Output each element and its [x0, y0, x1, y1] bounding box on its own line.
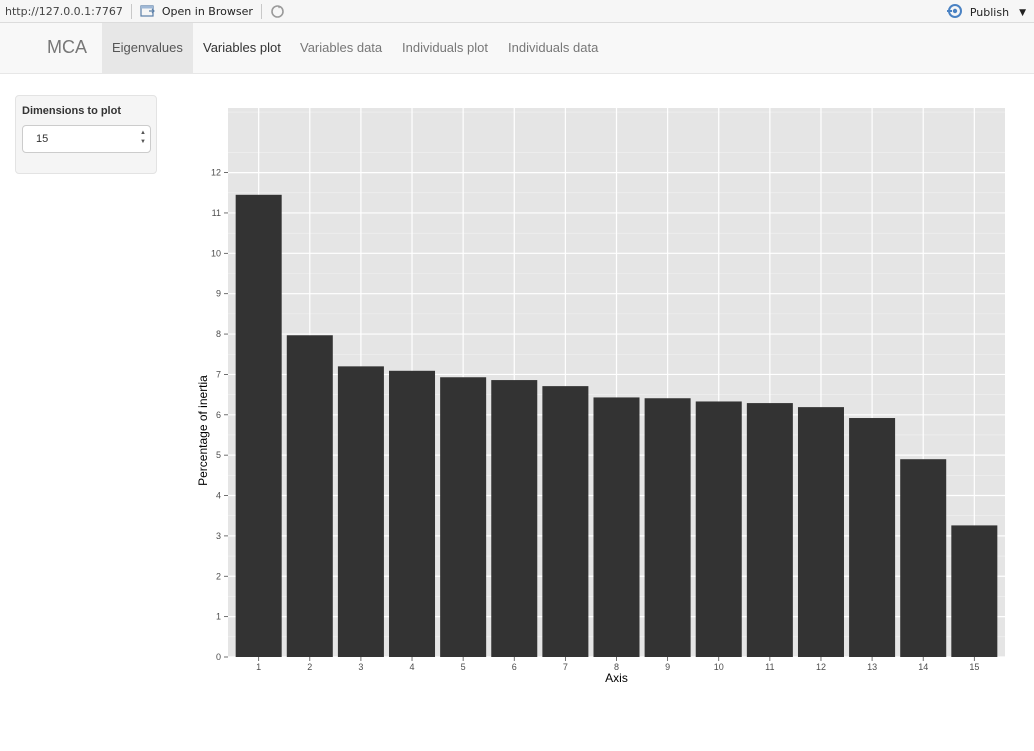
refresh-button[interactable] [270, 4, 285, 19]
y-tick-label: 6 [216, 410, 221, 420]
tab-variables-plot[interactable]: Variables plot [203, 40, 281, 55]
bar [951, 525, 998, 657]
x-tick-label: 13 [867, 662, 877, 672]
y-axis-title: Percentage of inertia [196, 375, 210, 486]
bar [695, 401, 742, 657]
y-tick-label: 5 [216, 450, 221, 460]
chevron-down-icon[interactable]: ▼ [1019, 7, 1026, 18]
dimensions-input-value: 15 [36, 133, 49, 145]
open-in-browser-button[interactable]: Open in Browser [140, 4, 253, 18]
x-tick-label: 1 [256, 662, 261, 672]
bar [491, 380, 538, 657]
open-in-browser-icon [140, 4, 156, 18]
x-tick-label: 7 [563, 662, 568, 672]
dimensions-input[interactable]: 15 ▲ ▼ [22, 125, 151, 153]
x-tick-label: 6 [512, 662, 517, 672]
y-tick-label: 8 [216, 329, 221, 339]
bar [849, 418, 896, 657]
x-tick-label: 4 [410, 662, 415, 672]
bar [286, 335, 333, 657]
stepper-arrows-icon[interactable]: ▲ ▼ [140, 130, 146, 145]
dimensions-label: Dimensions to plot [22, 105, 121, 117]
sidebar-panel: Dimensions to plot 15 ▲ ▼ [15, 95, 157, 174]
publish-icon [946, 3, 964, 22]
bar [746, 403, 793, 657]
tab-individuals-plot[interactable]: Individuals plot [402, 40, 488, 55]
tab-variables-data[interactable]: Variables data [300, 40, 383, 55]
y-tick-label: 2 [216, 571, 221, 581]
x-tick-label: 15 [969, 662, 979, 672]
x-tick-label: 10 [714, 662, 724, 672]
bar [389, 370, 436, 657]
bar [644, 398, 691, 657]
bars [235, 194, 998, 657]
bar [900, 459, 947, 657]
publish-button[interactable]: Publish ▼ [946, 3, 1026, 22]
y-tick-label: 3 [216, 531, 221, 541]
x-tick-label: 2 [307, 662, 312, 672]
viewer-toolbar: http://127.0.0.1:7767 Open in Browser Pu… [0, 0, 1034, 23]
x-axis: 1 2 3 4 5 6 7 8 9 10 11 12 13 14 15 [256, 657, 979, 672]
bar [440, 377, 487, 657]
app-brand: MCA [47, 37, 87, 57]
refresh-icon [270, 4, 285, 19]
publish-label: Publish [969, 6, 1010, 19]
x-tick-label: 8 [614, 662, 619, 672]
bar [235, 194, 282, 657]
y-tick-label: 11 [212, 208, 221, 218]
navbar: MCA Eigenvalues Variables plot Variables… [0, 23, 1034, 74]
x-tick-label: 12 [816, 662, 826, 672]
x-axis-title: Axis [605, 671, 628, 685]
y-tick-label: 7 [216, 369, 221, 379]
bar [542, 386, 589, 657]
viewer-url: http://127.0.0.1:7767 [5, 4, 123, 18]
x-tick-label: 11 [765, 662, 774, 672]
x-tick-label: 3 [358, 662, 363, 672]
y-tick-label: 12 [211, 168, 221, 178]
y-tick-label: 4 [216, 491, 221, 501]
tab-eigenvalues[interactable]: Eigenvalues [102, 23, 193, 73]
y-tick-label: 0 [216, 652, 221, 662]
bar [797, 407, 844, 657]
y-tick-label: 10 [211, 248, 221, 258]
bar [593, 397, 640, 657]
open-in-browser-label: Open in Browser [161, 4, 253, 18]
bar [337, 366, 384, 657]
toolbar-divider [130, 3, 132, 19]
tab-individuals-data[interactable]: Individuals data [508, 40, 599, 55]
y-tick-label: 1 [216, 612, 221, 622]
x-tick-label: 9 [665, 662, 670, 672]
x-tick-label: 14 [918, 662, 928, 672]
x-tick-label: 5 [461, 662, 466, 672]
toolbar-divider [260, 3, 262, 19]
y-tick-label: 9 [216, 289, 221, 299]
